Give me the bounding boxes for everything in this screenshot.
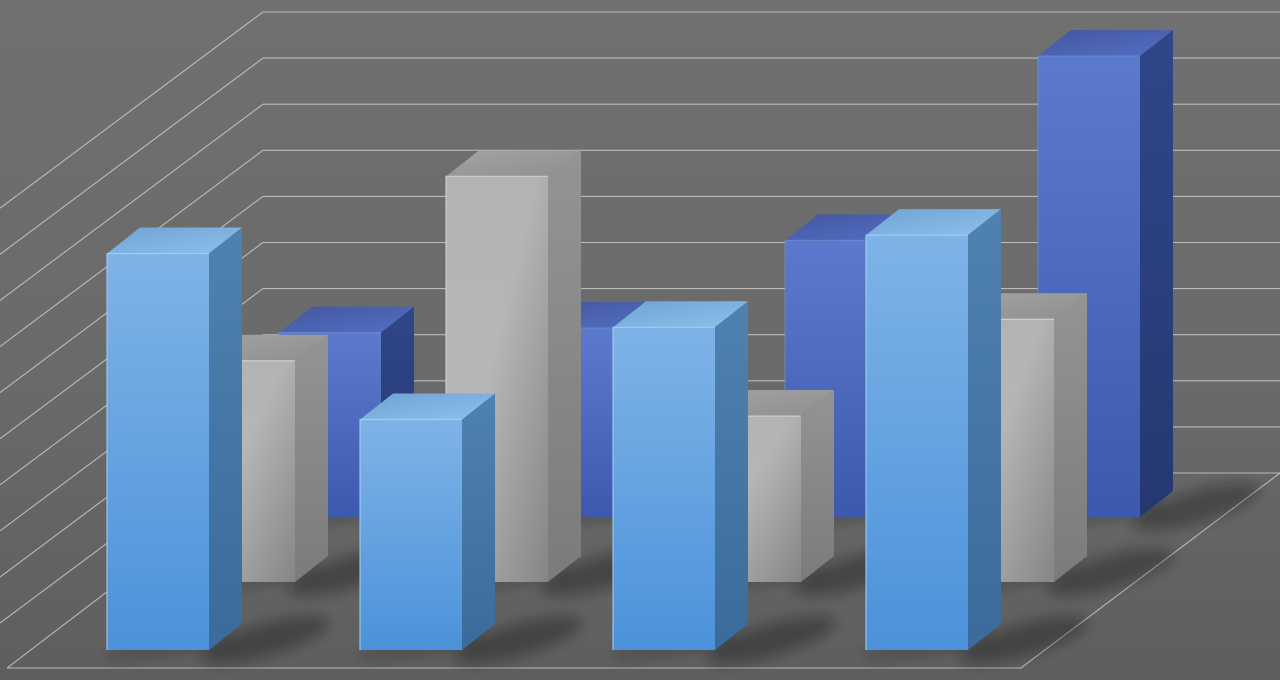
bar-front-row-light-blue-cat4 [865, 209, 1001, 650]
bar-front-row-light-blue-cat3 [612, 301, 748, 650]
bar-front-row-light-blue-cat1 [106, 227, 242, 651]
bar-front-row-light-blue-cat2 [359, 393, 495, 650]
bars [106, 30, 1173, 651]
